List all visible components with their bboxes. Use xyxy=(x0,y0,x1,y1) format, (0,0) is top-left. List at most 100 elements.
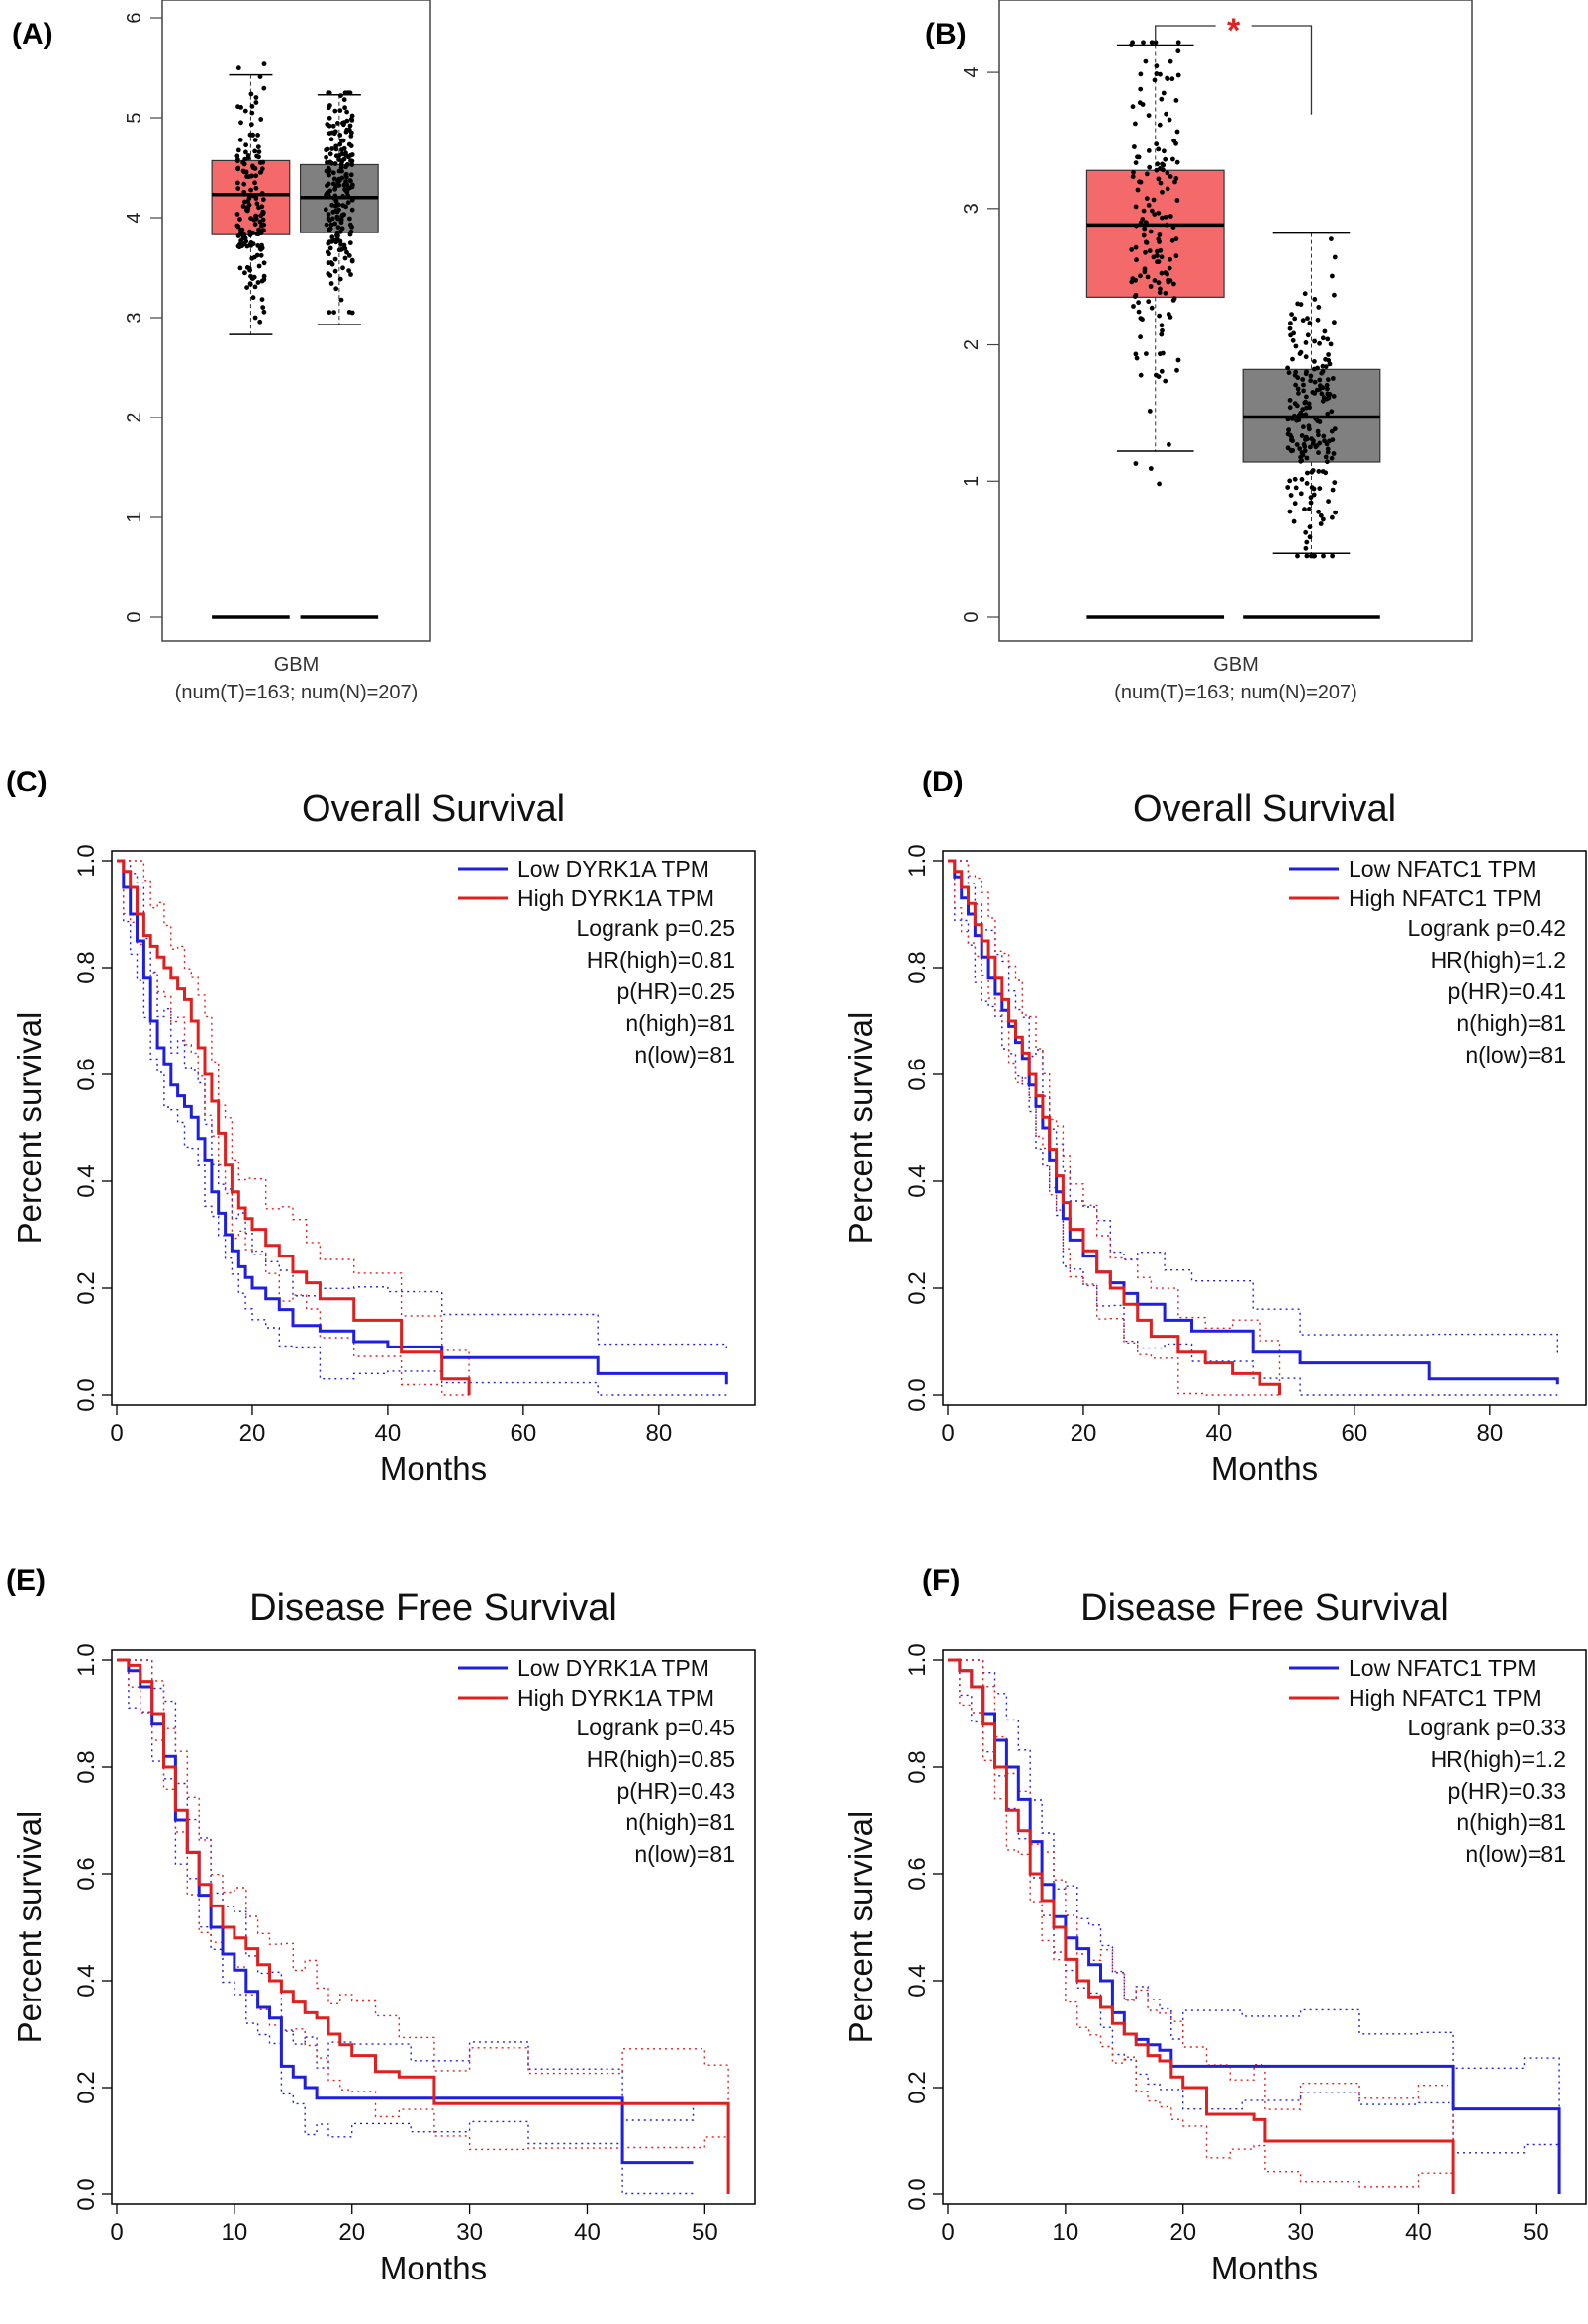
survival-curve-1 xyxy=(948,1658,1455,2194)
data-point xyxy=(1163,290,1168,296)
data-point xyxy=(1130,40,1135,46)
data-point xyxy=(1171,281,1176,287)
ci-lower-1 xyxy=(948,860,1280,1396)
y-tick-label: 0.6 xyxy=(904,1857,931,1890)
data-point xyxy=(259,191,265,196)
data-point xyxy=(330,170,336,176)
data-point xyxy=(1157,313,1162,319)
data-point xyxy=(1326,499,1331,504)
data-point xyxy=(1285,431,1291,437)
data-point xyxy=(1165,170,1170,176)
data-point xyxy=(1292,501,1298,507)
data-point xyxy=(1288,332,1293,338)
data-point xyxy=(250,295,256,301)
data-point xyxy=(1316,469,1322,474)
box-panel-A: (A) 0 1 2 3 4 5 6 GBM (num(T)=163; num(N)=207) xyxy=(12,0,431,703)
data-point xyxy=(332,193,338,199)
data-point xyxy=(237,138,243,142)
data-point xyxy=(1308,495,1314,501)
data-point xyxy=(1294,403,1300,409)
data-point xyxy=(1293,485,1299,491)
data-point xyxy=(328,137,334,142)
data-point xyxy=(349,310,355,316)
data-point xyxy=(1325,446,1331,452)
data-point xyxy=(1159,270,1165,276)
data-point xyxy=(1142,226,1148,232)
data-point xyxy=(1138,71,1144,77)
data-point xyxy=(1287,398,1293,403)
data-point xyxy=(1155,161,1161,167)
data-point xyxy=(1144,351,1149,356)
data-point xyxy=(240,168,246,174)
data-point xyxy=(248,216,253,222)
data-point xyxy=(1148,284,1154,289)
data-point xyxy=(349,207,355,213)
stat-text: p(HR)=0.41 xyxy=(1448,978,1566,1004)
data-point xyxy=(256,205,261,211)
x-tick-label: 40 xyxy=(574,2219,601,2246)
data-point xyxy=(341,245,346,251)
legend-entry: Low NFATC1 TPM xyxy=(1349,1655,1537,1681)
data-point xyxy=(240,204,246,209)
data-point xyxy=(336,247,342,253)
data-point xyxy=(256,149,262,155)
data-point xyxy=(253,173,259,179)
y-tick-label: 0 xyxy=(124,611,145,622)
km-panel-F: (F) Disease Free Survival 0 10 20 30 40 50 0.0 0.… xyxy=(842,1564,1587,2286)
data-point xyxy=(1304,539,1310,545)
data-point xyxy=(1293,382,1298,388)
plot-frame xyxy=(942,850,1587,1406)
data-point xyxy=(1293,343,1299,349)
data-point xyxy=(348,272,353,277)
data-point xyxy=(257,170,263,175)
data-point xyxy=(1133,244,1139,250)
x-tick-label: 80 xyxy=(645,1420,672,1446)
data-point xyxy=(248,187,253,193)
data-point xyxy=(235,147,241,153)
data-point xyxy=(344,127,350,133)
data-point xyxy=(343,172,349,178)
data-point xyxy=(1131,169,1136,175)
data-point xyxy=(1156,176,1162,182)
data-point xyxy=(1162,148,1167,154)
data-point xyxy=(253,196,259,201)
data-point xyxy=(1157,239,1162,244)
stat-text: HR(high)=0.85 xyxy=(587,1746,735,1772)
data-point xyxy=(1307,524,1313,530)
data-point xyxy=(1130,104,1136,110)
panel-label: (A) xyxy=(12,18,53,50)
legend-entry: High DYRK1A TPM xyxy=(517,885,714,911)
data-point xyxy=(326,90,331,96)
data-point xyxy=(1149,305,1155,311)
y-axis-label: Percent survival xyxy=(842,1012,879,1245)
stat-text: n(low)=81 xyxy=(634,1841,735,1867)
data-point xyxy=(1135,187,1141,193)
x-tick-label: 40 xyxy=(375,1420,402,1446)
data-point xyxy=(1327,361,1333,367)
data-point xyxy=(1135,154,1140,160)
data-point xyxy=(260,228,265,233)
data-point xyxy=(345,200,351,206)
data-point xyxy=(1155,248,1160,254)
x-tick-label: 0 xyxy=(110,1420,123,1446)
data-point xyxy=(337,141,343,147)
data-point xyxy=(252,222,258,228)
data-point xyxy=(255,133,260,138)
x-tick-label: 20 xyxy=(239,1420,266,1446)
data-point xyxy=(1292,316,1298,322)
ci-lower-1 xyxy=(948,1659,1454,2194)
data-point xyxy=(1133,351,1139,357)
data-point xyxy=(1308,444,1313,450)
ci-upper-1 xyxy=(117,860,470,1395)
data-point xyxy=(1134,223,1139,229)
y-tick-label: 0.8 xyxy=(73,1750,100,1783)
ci-lower-0 xyxy=(948,860,1558,1396)
data-point xyxy=(255,232,261,237)
data-point xyxy=(1147,248,1153,253)
data-point xyxy=(1316,432,1321,438)
data-point xyxy=(1316,305,1322,310)
data-point xyxy=(327,310,332,315)
stat-text: n(low)=81 xyxy=(634,1042,735,1068)
y-tick-label: 0.2 xyxy=(904,2071,931,2103)
data-point xyxy=(1159,254,1165,260)
